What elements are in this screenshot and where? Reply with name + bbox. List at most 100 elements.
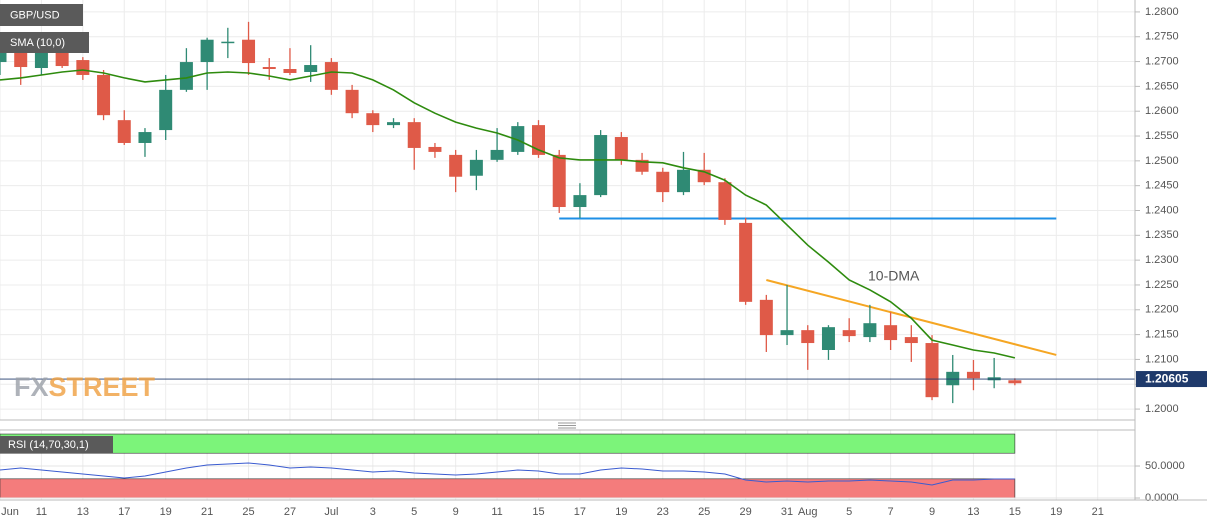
- sma-line: [0, 69, 1016, 359]
- y-tick-label: 1.2200: [1145, 304, 1179, 316]
- x-tick-label: 31: [781, 506, 793, 518]
- x-tick-label: Aug: [798, 506, 818, 518]
- price-plot: [0, 0, 1135, 420]
- y-tick-label: 1.2100: [1145, 353, 1179, 365]
- candle-body: [262, 67, 276, 70]
- x-tick-label: 9: [929, 506, 935, 518]
- symbol-box: [0, 4, 83, 26]
- candle-body: [863, 323, 877, 338]
- candle-body: [842, 330, 856, 337]
- x-tick-label: 5: [846, 506, 852, 518]
- candle-body: [407, 122, 421, 148]
- y-tick-label: 1.2600: [1145, 105, 1179, 117]
- candle-body: [283, 69, 297, 73]
- x-tick-label: 11: [491, 506, 502, 518]
- x-tick-label: Jul: [324, 506, 338, 518]
- candle-body: [904, 337, 918, 344]
- rsi-line: [0, 462, 1015, 486]
- candle-body: [594, 135, 608, 196]
- chart-title: GBP/USD: [10, 9, 60, 21]
- candle-body: [366, 113, 380, 126]
- candle-body: [1008, 380, 1022, 384]
- y-tick-label: 50.0000: [1145, 460, 1185, 472]
- candle-body: [946, 371, 960, 386]
- candle-body: [324, 62, 338, 90]
- candle-body: [966, 371, 980, 379]
- legend-box: [0, 32, 89, 53]
- x-tick-label: 7: [888, 506, 894, 518]
- x-tick-label: 19: [160, 506, 172, 518]
- last-price-label: 1.20605: [1145, 372, 1189, 386]
- candle-body: [387, 122, 401, 126]
- x-tick-label: 3: [370, 506, 376, 518]
- candle-body: [428, 146, 442, 152]
- y-tick-label: 1.2150: [1145, 329, 1179, 341]
- candle-body: [780, 330, 794, 336]
- x-tick-label: 23: [657, 506, 669, 518]
- candle-body: [0, 45, 7, 63]
- y-tick-label: 0.0000: [1145, 492, 1179, 504]
- x-tick-label: 21: [1092, 506, 1104, 518]
- x-tick-label: 15: [532, 506, 544, 518]
- logo-street: STREET: [49, 372, 156, 402]
- candle-body: [801, 330, 815, 344]
- candle-body: [304, 65, 318, 72]
- candle-body: [635, 159, 649, 172]
- logo-fx: FX: [14, 372, 49, 402]
- y-tick-label: 1.2500: [1145, 155, 1179, 167]
- x-tick-label: 17: [118, 506, 130, 518]
- rsi-band: [0, 433, 1016, 454]
- divider-handle[interactable]: [558, 422, 576, 429]
- candle-body: [469, 159, 483, 176]
- rsi-plot: [0, 430, 1135, 500]
- y-tick-label: 1.2700: [1145, 55, 1179, 67]
- x-tick-label: 15: [1009, 506, 1021, 518]
- candle-body: [179, 62, 193, 90]
- x-tick-label: 29: [739, 506, 751, 518]
- candle-body: [718, 182, 732, 220]
- candle-body: [97, 74, 111, 116]
- candle-body: [345, 89, 359, 114]
- candle-body: [739, 222, 753, 302]
- y-tick-label: 1.2550: [1145, 130, 1179, 142]
- candle-body: [449, 154, 463, 177]
- y-tick-label: 1.2650: [1145, 80, 1179, 92]
- x-tick-label: 19: [615, 506, 627, 518]
- rsi-title: RSI (14,70,30,1): [8, 439, 89, 451]
- candle-body: [821, 327, 835, 350]
- candle-body: [759, 299, 773, 336]
- candle-body: [117, 120, 131, 143]
- candle-body: [242, 39, 256, 64]
- last-price-box: [1136, 371, 1207, 388]
- candle-body: [34, 48, 48, 69]
- y-tick-label: 1.2800: [1145, 6, 1179, 18]
- y-tick-label: 1.2750: [1145, 31, 1179, 43]
- candle-body: [925, 343, 939, 398]
- axes: 1.20001.20501.21001.21501.22001.22501.23…: [1, 6, 1207, 518]
- candle-body: [511, 126, 525, 152]
- candle-body: [656, 171, 670, 193]
- x-tick-label: Jun: [1, 506, 19, 518]
- x-tick-label: 27: [284, 506, 296, 518]
- candle-body: [573, 195, 587, 208]
- rsi-label-box: [0, 436, 113, 453]
- x-tick-label: 11: [36, 506, 47, 518]
- y-tick-label: 1.2300: [1145, 254, 1179, 266]
- y-tick-label: 1.2000: [1145, 403, 1179, 415]
- y-tick-label: 1.2400: [1145, 204, 1179, 216]
- candle-body: [76, 60, 90, 75]
- x-tick-label: 19: [1050, 506, 1062, 518]
- legend-entry: SMA (10,0): [10, 37, 65, 49]
- candle-body: [490, 149, 504, 160]
- candle-body: [532, 125, 546, 155]
- y-tick-label: 1.2250: [1145, 279, 1179, 291]
- candle-body: [200, 39, 214, 63]
- x-tick-label: 5: [411, 506, 417, 518]
- x-tick-label: 17: [574, 506, 586, 518]
- candle-body: [552, 154, 566, 208]
- candle-body: [614, 137, 628, 160]
- candle-body: [676, 169, 690, 193]
- logo: FXSTREET: [14, 372, 156, 402]
- candle-body: [138, 132, 152, 143]
